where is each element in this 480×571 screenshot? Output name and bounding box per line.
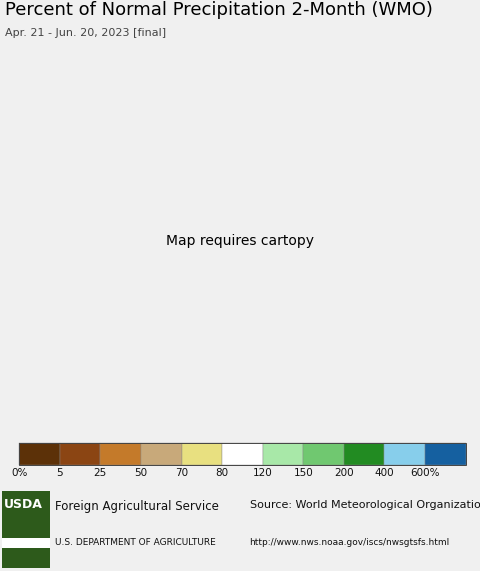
Bar (2, 491, 50, 568)
Text: Foreign Agricultural Service: Foreign Agricultural Service (55, 500, 219, 513)
Text: 150: 150 (293, 468, 313, 478)
Bar (344, 443, 384, 465)
Text: http://www.nws.noaa.gov/iscs/nwsgtsfs.html: http://www.nws.noaa.gov/iscs/nwsgtsfs.ht… (250, 538, 450, 547)
Bar (60, 443, 100, 465)
Bar (19, 443, 60, 465)
Text: 120: 120 (253, 468, 273, 478)
Text: Source: World Meteorological Organization: Source: World Meteorological Organizatio… (250, 500, 480, 510)
Text: 400: 400 (374, 468, 394, 478)
Text: 25: 25 (94, 468, 107, 478)
Bar (384, 443, 425, 465)
Text: U.S. DEPARTMENT OF AGRICULTURE: U.S. DEPARTMENT OF AGRICULTURE (55, 538, 216, 547)
Bar (100, 443, 141, 465)
Text: Percent of Normal Precipitation 2-Month (WMO): Percent of Normal Precipitation 2-Month … (5, 1, 432, 19)
Text: 50: 50 (134, 468, 147, 478)
Bar (141, 443, 181, 465)
Bar (222, 443, 263, 465)
Text: Map requires cartopy: Map requires cartopy (166, 234, 314, 247)
Bar (181, 443, 222, 465)
Text: 0%: 0% (11, 468, 27, 478)
Bar (2, 538, 50, 548)
Text: 200: 200 (334, 468, 354, 478)
Bar (425, 443, 466, 465)
Bar (19, 443, 466, 465)
Text: 80: 80 (216, 468, 228, 478)
Bar (263, 443, 303, 465)
Text: 70: 70 (175, 468, 188, 478)
Text: Apr. 21 - Jun. 20, 2023 [final]: Apr. 21 - Jun. 20, 2023 [final] (5, 28, 166, 38)
Text: 600%: 600% (410, 468, 440, 478)
Text: 5: 5 (57, 468, 63, 478)
Bar (303, 443, 344, 465)
Text: USDA: USDA (4, 498, 43, 511)
